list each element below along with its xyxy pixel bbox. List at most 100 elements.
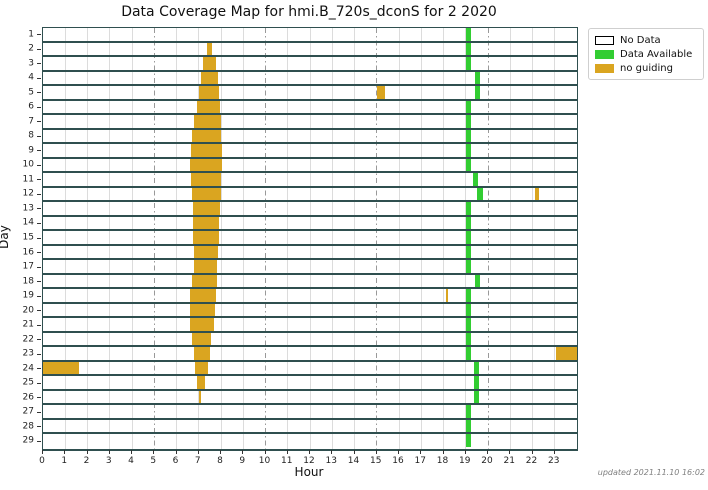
gridline [220, 28, 222, 449]
y-tick-label: 14 [22, 217, 34, 228]
no-guiding-segment [189, 303, 216, 317]
data-available-segment [474, 390, 480, 404]
y-tick-label: 10 [22, 159, 34, 170]
x-tick-label: 1 [61, 456, 68, 466]
x-tick-mark [553, 450, 555, 454]
no-guiding-segment [192, 129, 221, 143]
y-tick-mark [37, 208, 41, 210]
gridline [309, 28, 311, 449]
no-guiding-segment [194, 260, 217, 273]
legend-label: No Data [620, 34, 661, 46]
no-guiding-segment [194, 245, 218, 259]
legend-swatch-icon [595, 63, 614, 73]
x-tick-label: 10 [258, 456, 271, 466]
x-tick-mark [509, 450, 511, 454]
y-tick-label: 15 [22, 232, 34, 243]
day-row-separator [43, 113, 577, 116]
gridline [109, 28, 111, 449]
legend-label: no guiding [620, 62, 673, 74]
data-available-segment [465, 42, 471, 56]
day-row-separator [43, 345, 577, 348]
no-guiding-segment [194, 115, 221, 128]
gridline [242, 28, 244, 449]
day-row-separator [43, 272, 577, 275]
y-tick-label: 21 [22, 319, 34, 330]
x-tick-mark [331, 450, 333, 454]
x-tick-label: 17 [414, 456, 426, 466]
x-tick-mark [309, 450, 310, 454]
day-row-separator [43, 185, 577, 188]
gridline [354, 28, 355, 449]
x-tick-label: 5 [150, 456, 157, 466]
gridline [87, 28, 88, 449]
y-tick-mark [37, 353, 41, 355]
data-available-segment [465, 405, 471, 418]
y-tick-label: 17 [22, 261, 34, 272]
y-axis-label: Day [0, 225, 11, 249]
data-available-segment [465, 28, 471, 41]
x-tick-mark [531, 450, 533, 454]
x-tick-mark [42, 450, 43, 454]
y-tick-label: 6 [28, 101, 34, 112]
y-tick-mark [37, 77, 41, 79]
day-row-separator [43, 200, 577, 203]
y-tick-label: 27 [22, 406, 34, 417]
y-tick-mark [37, 34, 41, 36]
data-available-segment [465, 245, 471, 259]
no-guiding-segment [534, 187, 540, 201]
x-tick-label: 16 [392, 456, 404, 466]
data-available-segment [465, 115, 471, 128]
y-tick-label: 2 [28, 43, 34, 54]
day-row-separator [43, 98, 577, 101]
gridline [554, 28, 556, 449]
y-tick-label: 16 [22, 247, 34, 258]
gridline [331, 28, 333, 449]
gridline [509, 28, 511, 449]
data-available-segment [474, 86, 480, 99]
no-guiding-segment [195, 361, 208, 375]
gridline [131, 28, 133, 449]
gridline [443, 28, 444, 449]
gridline [64, 28, 66, 449]
y-tick-mark [37, 252, 41, 254]
no-guiding-segment [193, 202, 220, 215]
y-tick-mark [37, 440, 41, 442]
no-guiding-segment [196, 376, 206, 389]
x-tick-label: 23 [548, 456, 560, 466]
y-tick-label: 20 [22, 305, 34, 316]
x-tick-mark [175, 450, 177, 454]
x-tick-mark [264, 450, 266, 454]
x-tick-label: 22 [525, 456, 538, 466]
x-tick-label: 18 [436, 456, 449, 466]
x-tick-label: 4 [128, 456, 134, 466]
y-tick-label: 13 [22, 203, 34, 214]
gridline [398, 28, 400, 449]
x-tick-label: 2 [83, 456, 90, 466]
no-guiding-segment [189, 158, 223, 172]
x-tick-label: 11 [281, 456, 293, 466]
y-tick-label: 26 [22, 392, 34, 403]
data-available-segment [465, 347, 471, 360]
data-available-segment [473, 173, 478, 186]
day-row-separator [43, 388, 577, 391]
y-tick-mark [37, 222, 41, 224]
x-tick-mark [242, 450, 244, 454]
day-row-separator [43, 403, 577, 406]
day-row-separator [43, 330, 577, 333]
x-tick-label: 12 [303, 456, 315, 466]
gridline-accent [153, 28, 155, 449]
x-tick-label: 9 [239, 456, 246, 466]
y-tick-mark [37, 382, 41, 384]
day-row-separator [43, 55, 577, 58]
y-tick-mark [37, 193, 41, 195]
x-tick-label: 20 [481, 456, 493, 466]
x-tick-mark [197, 450, 199, 454]
no-guiding-segment [555, 347, 577, 360]
no-guiding-segment [376, 86, 385, 99]
y-tick-mark [37, 164, 41, 166]
data-available-segment [465, 216, 471, 230]
no-guiding-segment [198, 86, 219, 99]
update-note: updated 2021.11.10 16:02 [597, 468, 705, 477]
y-tick-label: 8 [28, 130, 34, 141]
day-row-separator [43, 316, 577, 319]
